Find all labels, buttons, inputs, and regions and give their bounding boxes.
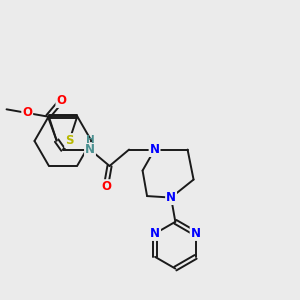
Text: N: N <box>150 227 160 240</box>
Text: O: O <box>22 106 32 119</box>
Text: H: H <box>85 135 94 145</box>
Text: S: S <box>65 134 74 147</box>
Text: N: N <box>190 227 201 240</box>
Text: O: O <box>101 180 111 193</box>
Text: O: O <box>56 94 66 107</box>
Text: N: N <box>85 143 95 156</box>
Text: N: N <box>166 191 176 204</box>
Text: N: N <box>150 143 160 156</box>
